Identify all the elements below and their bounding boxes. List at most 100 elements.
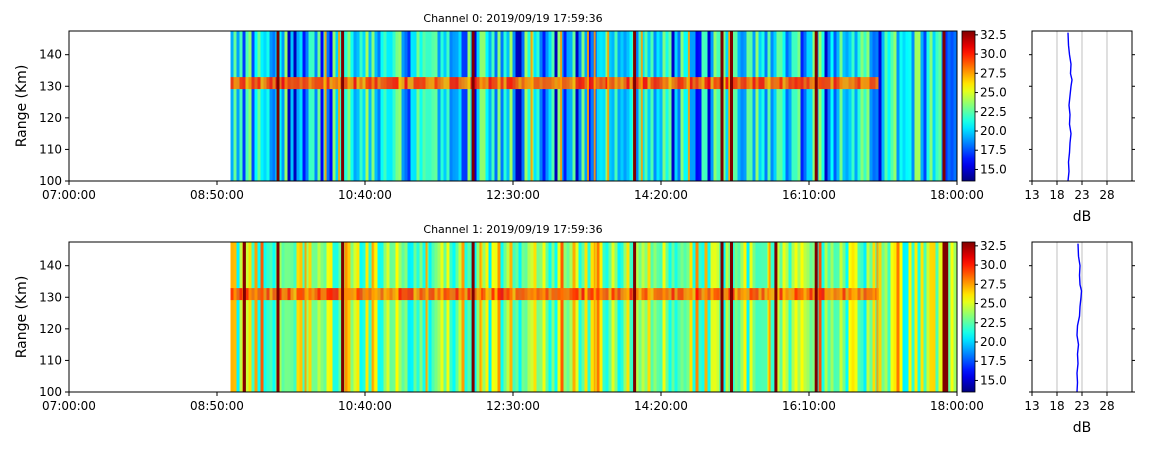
heatmap-column [782, 242, 786, 392]
echo-band-cell [692, 77, 696, 90]
heatmap-column [788, 242, 792, 392]
heatmap-column [908, 242, 912, 392]
echo-band-cell [722, 77, 726, 90]
heatmap-column [428, 31, 432, 181]
heatmap-column [302, 242, 306, 392]
heatmap-column [839, 242, 843, 392]
heatmap-column [314, 31, 318, 181]
echo-band-cell [299, 288, 303, 301]
heatmap-column [800, 31, 804, 181]
echo-band-cell [812, 288, 816, 301]
heatmap-column [602, 31, 606, 181]
echo-band-cell [620, 77, 624, 90]
echo-band-cell [707, 288, 711, 301]
echo-band-cell [539, 77, 543, 90]
heatmap-column [380, 242, 384, 392]
echo-band-cell [872, 77, 876, 90]
echo-band-cell [626, 77, 630, 90]
echo-band-cell [749, 77, 753, 90]
echo-band-cell [296, 288, 300, 301]
heatmap-column [704, 242, 708, 392]
echo-band-cell [521, 288, 525, 301]
echo-band-cell [257, 77, 261, 90]
heatmap-column [404, 31, 408, 181]
echo-band-cell [497, 77, 501, 90]
heatmap-column [233, 242, 237, 392]
heatmap-column [809, 31, 813, 181]
heatmap-column [905, 31, 909, 181]
echo-band-cell [485, 77, 489, 90]
heatmap-column [332, 31, 336, 181]
echo-band-cell [725, 288, 729, 301]
heatmap-column [902, 242, 906, 392]
heatmap-column [875, 31, 879, 181]
heatmap-column [710, 242, 714, 392]
heatmap-column [770, 242, 774, 392]
heatmap-column [863, 242, 867, 392]
echo-band-cell [818, 288, 822, 301]
heatmap-column [743, 31, 747, 181]
echo-band-cell [800, 77, 804, 90]
heatmap-column [641, 242, 645, 392]
echo-band-cell [620, 288, 624, 301]
panel-title: Channel 1: 2019/09/19 17:59:36 [423, 223, 602, 236]
profile-x-axis-label: dB [1073, 420, 1092, 436]
profile-x-axis-label: dB [1073, 209, 1092, 225]
heatmap-column [371, 31, 375, 181]
weak-echo-column [338, 31, 341, 181]
echo-band-cell [863, 288, 867, 301]
echo-band-cell [305, 288, 309, 301]
heatmap-column [410, 31, 414, 181]
echo-band-cell [278, 288, 282, 301]
heatmap-column [566, 31, 570, 181]
heatmap-column [797, 31, 801, 181]
heatmap-column [245, 242, 249, 392]
heatmap-column [827, 242, 831, 392]
echo-band-cell [683, 288, 687, 301]
echo-band-cell [872, 288, 876, 301]
heatmap-column [545, 242, 549, 392]
echo-band-cell [380, 288, 384, 301]
heatmap-column [695, 242, 699, 392]
echo-band-cell [611, 288, 615, 301]
echo-band-cell [251, 77, 255, 90]
heatmap-column [257, 31, 261, 181]
strong-echo-column [720, 31, 724, 181]
heatmap-column [887, 242, 891, 392]
echo-band-cell [236, 77, 240, 90]
heatmap-column [257, 242, 261, 392]
echo-band-cell [482, 288, 486, 301]
echo-band-cell [791, 77, 795, 90]
echo-band-cell [515, 77, 519, 90]
heatmap-column [389, 31, 393, 181]
heatmap-column [653, 242, 657, 392]
heatmap-column [635, 31, 639, 181]
heatmap-column [410, 242, 414, 392]
heatmap-column [746, 242, 750, 392]
heatmap-column [269, 31, 273, 181]
y-tick-label: 140 [39, 48, 62, 62]
echo-band-cell [329, 288, 333, 301]
echo-band-cell [416, 77, 420, 90]
heatmap-column [326, 242, 330, 392]
heatmap-column [548, 242, 552, 392]
heatmap-column [914, 242, 918, 392]
heatmap-column [311, 242, 315, 392]
heatmap-column [524, 31, 528, 181]
echo-band-cell [335, 288, 339, 301]
echo-band-cell [290, 288, 294, 301]
heatmap-column [239, 242, 243, 392]
heatmap-column [461, 242, 465, 392]
heatmap-column [644, 31, 648, 181]
profile-panel: 13 18 23 28 dB [1024, 241, 1135, 436]
echo-band-cell [740, 77, 744, 90]
heatmap-column [668, 242, 672, 392]
heatmap-column [296, 31, 300, 181]
echo-band-cell [398, 288, 402, 301]
heatmap-column [950, 31, 954, 181]
echo-band-cell [413, 77, 417, 90]
heatmap-column [383, 31, 387, 181]
heatmap-column [806, 31, 810, 181]
echo-band-cell [812, 77, 816, 90]
echo-band-cell [311, 288, 315, 301]
